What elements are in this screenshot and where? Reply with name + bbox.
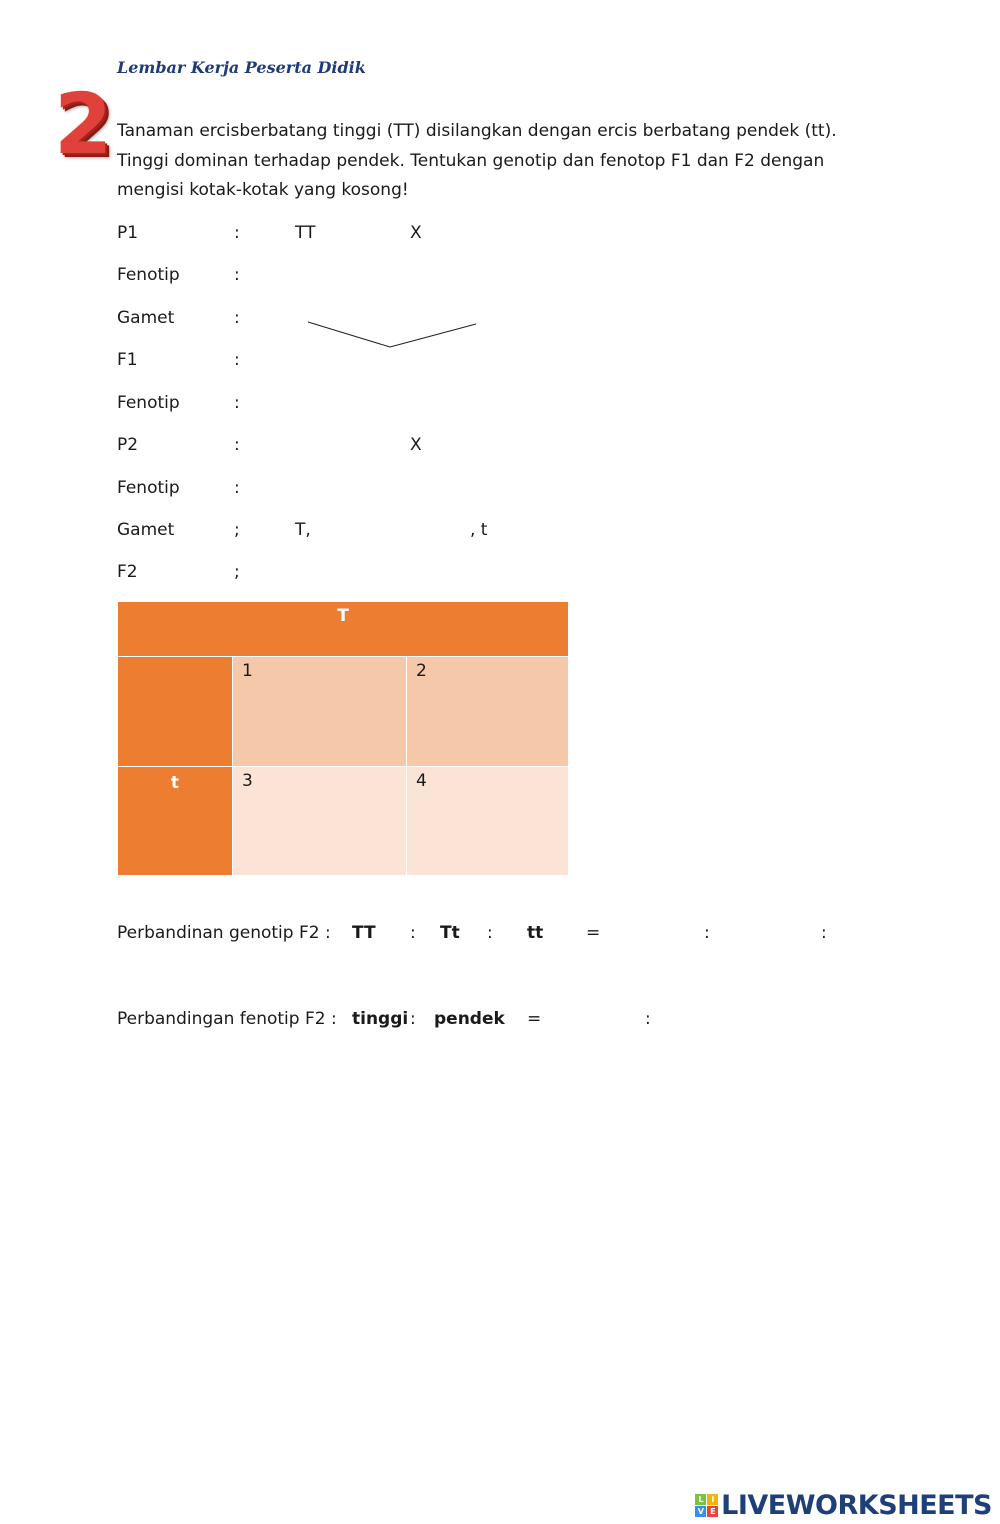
colon: : bbox=[821, 923, 827, 943]
row-label: P2 bbox=[117, 435, 139, 455]
logo-letter: I bbox=[707, 1494, 719, 1505]
logo-letter: V bbox=[695, 1506, 707, 1517]
equals: = bbox=[586, 923, 601, 943]
row-value-2: , t bbox=[470, 520, 488, 540]
row-separator: : bbox=[234, 265, 240, 285]
row-label: Fenotip bbox=[117, 478, 180, 498]
row-separator: : bbox=[234, 393, 240, 413]
punnett-top-header: T bbox=[118, 602, 568, 656]
row-separator: ; bbox=[234, 520, 240, 540]
phenotype-ratio-label: Perbandingan fenotip F2 : bbox=[117, 1009, 337, 1029]
genotype-tt-hetero: Tt bbox=[440, 923, 460, 943]
genotype-ratio-label: Perbandinan genotip F2 : bbox=[117, 923, 331, 943]
colon: : bbox=[410, 923, 416, 943]
question-text: Tanaman ercisberbatang tinggi (TT) disil… bbox=[117, 121, 837, 200]
punnett-cell-3[interactable]: 3 bbox=[233, 767, 406, 875]
phenotype-tall: tinggi bbox=[352, 1009, 409, 1029]
logo-letter: L bbox=[695, 1494, 707, 1505]
equals: = bbox=[527, 1009, 542, 1029]
row-label: P1 bbox=[117, 223, 139, 243]
row-label: Fenotip bbox=[117, 265, 180, 285]
colon: : bbox=[487, 923, 493, 943]
phenotype-short: pendek bbox=[434, 1009, 505, 1029]
liveworksheets-logo: L I V E LIVEWORKSHEETS bbox=[695, 1490, 992, 1521]
question-number: 2 bbox=[54, 75, 113, 173]
punnett-cell-4[interactable]: 4 bbox=[407, 767, 568, 875]
row-label: Fenotip bbox=[117, 393, 180, 413]
punnett-square: T t 1 2 3 4 bbox=[118, 602, 568, 875]
genotype-tt-dominant: TT bbox=[352, 923, 376, 943]
row-separator: : bbox=[234, 308, 240, 328]
logo-icon: L I V E bbox=[695, 1494, 719, 1517]
genotype-tt-recessive: tt bbox=[527, 923, 544, 943]
row-value: T, bbox=[295, 520, 311, 540]
row-separator: : bbox=[234, 350, 240, 370]
row-cross: X bbox=[410, 435, 422, 455]
logo-text: LIVEWORKSHEETS bbox=[721, 1490, 992, 1521]
row-label: F1 bbox=[117, 350, 138, 370]
punnett-left-header-2: t bbox=[118, 767, 232, 875]
colon: : bbox=[410, 1009, 416, 1029]
row-label: Gamet bbox=[117, 308, 175, 328]
row-separator: : bbox=[234, 223, 240, 243]
row-label: F2 bbox=[117, 562, 138, 582]
punnett-left-header-1 bbox=[118, 657, 232, 766]
row-separator: : bbox=[234, 478, 240, 498]
row-cross: X bbox=[410, 223, 422, 243]
colon: : bbox=[704, 923, 710, 943]
colon: : bbox=[645, 1009, 651, 1029]
logo-letter: E bbox=[707, 1506, 719, 1517]
row-separator: : bbox=[234, 435, 240, 455]
row-separator: ; bbox=[234, 562, 240, 582]
row-value: TT bbox=[295, 223, 316, 243]
row-label: Gamet bbox=[117, 520, 175, 540]
punnett-cell-2[interactable]: 2 bbox=[407, 657, 568, 766]
punnett-cell-1[interactable]: 1 bbox=[233, 657, 406, 766]
gamete-lines bbox=[307, 321, 477, 348]
worksheet-header: Lembar Kerja Peserta Didik bbox=[117, 58, 366, 77]
